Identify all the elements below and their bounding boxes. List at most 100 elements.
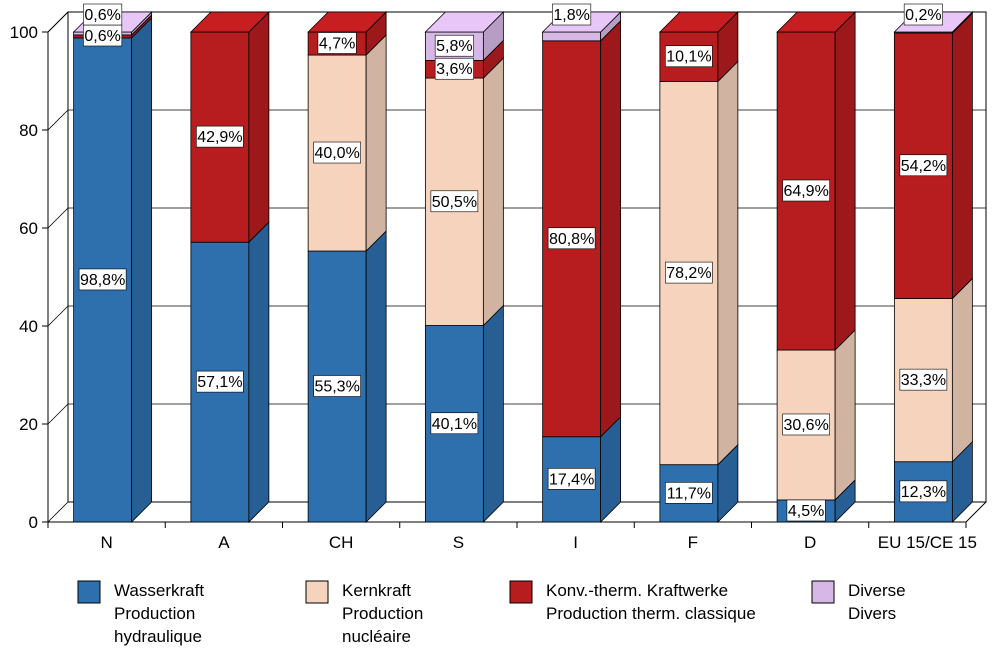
- data-label: 55,3%: [314, 379, 359, 396]
- bar-top: [307, 11, 388, 33]
- data-label: 40,0%: [314, 145, 359, 162]
- data-label-box: [547, 227, 596, 250]
- bars: [72, 11, 974, 523]
- data-label: 0,6%: [84, 28, 120, 45]
- bar-segment: [542, 31, 602, 42]
- data-label-box: [430, 412, 479, 435]
- data-label: 40,1%: [432, 416, 477, 433]
- data-label: 78,2%: [666, 265, 711, 282]
- data-label-box: [317, 32, 357, 54]
- data-label: 50,5%: [432, 194, 477, 211]
- y-tick-label: 40: [19, 317, 38, 336]
- bar-side: [131, 16, 153, 523]
- legend-label: hydraulique: [114, 627, 202, 646]
- bar-side: [365, 230, 387, 523]
- gridline-depth: [47, 305, 69, 327]
- legend-label: Production: [114, 604, 195, 623]
- y-tick-label: 60: [19, 219, 38, 238]
- legend-swatch: [509, 580, 533, 604]
- data-labels: 98,8% 0,6% 0,6% 57,1% 42,9% 55,3% 40,0% 4,7% 40,…: [78, 3, 948, 522]
- legend-label: nucléaire: [342, 627, 411, 646]
- data-label: 4,5%: [788, 503, 824, 520]
- data-label: 10,1%: [666, 49, 711, 66]
- legend-label: Konv.-therm. Kraftwerke: [546, 581, 728, 600]
- bar-side: [717, 60, 739, 466]
- legend-label: Kernkraft: [342, 581, 411, 600]
- bar-side: [482, 57, 504, 327]
- data-label: 5,8%: [436, 38, 472, 55]
- data-label: 3,6%: [436, 61, 472, 78]
- bar-top: [189, 11, 270, 33]
- data-label-box: [313, 375, 361, 397]
- legend-label: Production therm. classique: [546, 604, 756, 623]
- x-tick-label: D: [804, 533, 816, 552]
- legend-label: Divers: [848, 604, 896, 623]
- bar-side: [600, 19, 622, 438]
- data-label-box: [547, 468, 596, 490]
- bar-side: [951, 12, 973, 300]
- legend-swatch: [811, 580, 835, 604]
- data-label: 1,8%: [553, 7, 589, 24]
- bar-top: [424, 11, 505, 33]
- y-tick-label: 0: [29, 513, 38, 532]
- legend-label: Diverse: [848, 581, 906, 600]
- bar-side: [482, 304, 504, 523]
- y-tick-label: 20: [19, 415, 38, 434]
- data-label: 54,2%: [901, 158, 946, 175]
- bar-side: [834, 329, 856, 501]
- y-axis-top: [47, 11, 69, 33]
- x-tick-label: EU 15/CE 15: [878, 533, 977, 552]
- legend-label: Production: [342, 604, 423, 623]
- data-label: 33,3%: [901, 372, 946, 389]
- data-label-box: [665, 261, 713, 284]
- data-label-box: [78, 268, 127, 291]
- legend-swatch: [305, 580, 329, 604]
- data-label: 0,6%: [84, 7, 120, 24]
- data-label: 0,2%: [905, 7, 941, 24]
- bar-side: [834, 11, 856, 351]
- data-label: 42,9%: [197, 129, 242, 146]
- data-label-box: [899, 480, 948, 503]
- data-label-box: [782, 179, 830, 202]
- legend-label: Wasserkraft: [114, 581, 204, 600]
- x-axis-depth: [965, 501, 987, 523]
- gridline-depth: [47, 109, 69, 131]
- gridline-depth: [47, 403, 69, 425]
- data-label-box: [782, 413, 830, 436]
- data-label: 11,7%: [667, 485, 711, 502]
- data-label-box: [665, 45, 713, 68]
- legend-swatch: [77, 580, 101, 604]
- data-label-box: [665, 482, 713, 504]
- bar-side: [248, 11, 270, 244]
- gridline-depth: [47, 207, 69, 229]
- data-label: 4,7%: [319, 36, 355, 53]
- data-label: 64,9%: [783, 183, 828, 200]
- data-label: 17,4%: [549, 471, 594, 488]
- data-label: 30,6%: [783, 417, 828, 434]
- bar-side: [365, 34, 387, 252]
- data-label-box: [430, 190, 479, 213]
- data-label: 98,8%: [80, 272, 125, 289]
- data-label-box: [552, 3, 592, 26]
- x-tick-label: I: [573, 533, 578, 552]
- data-label-box: [196, 370, 244, 393]
- gridline-depth: [47, 501, 69, 523]
- bar-side: [951, 277, 973, 463]
- data-label-box: [313, 141, 361, 164]
- data-label-box: [83, 3, 123, 26]
- legend: Wasserkraft Production hydraulique Kernkraf…: [77, 580, 906, 646]
- data-label-box: [196, 125, 244, 148]
- y-tick-label: 80: [19, 121, 38, 140]
- y-tick-label: 100: [10, 23, 38, 42]
- x-tick-label: CH: [329, 533, 354, 552]
- x-tick-label: F: [688, 533, 698, 552]
- bar-side: [248, 221, 270, 523]
- data-label-box: [903, 3, 943, 26]
- x-tick-label: N: [100, 533, 112, 552]
- bar-top: [658, 11, 739, 33]
- data-label: 12,3%: [901, 484, 946, 501]
- bar-top: [776, 11, 857, 33]
- data-label-box: [786, 499, 826, 522]
- x-tick-label: A: [218, 533, 230, 552]
